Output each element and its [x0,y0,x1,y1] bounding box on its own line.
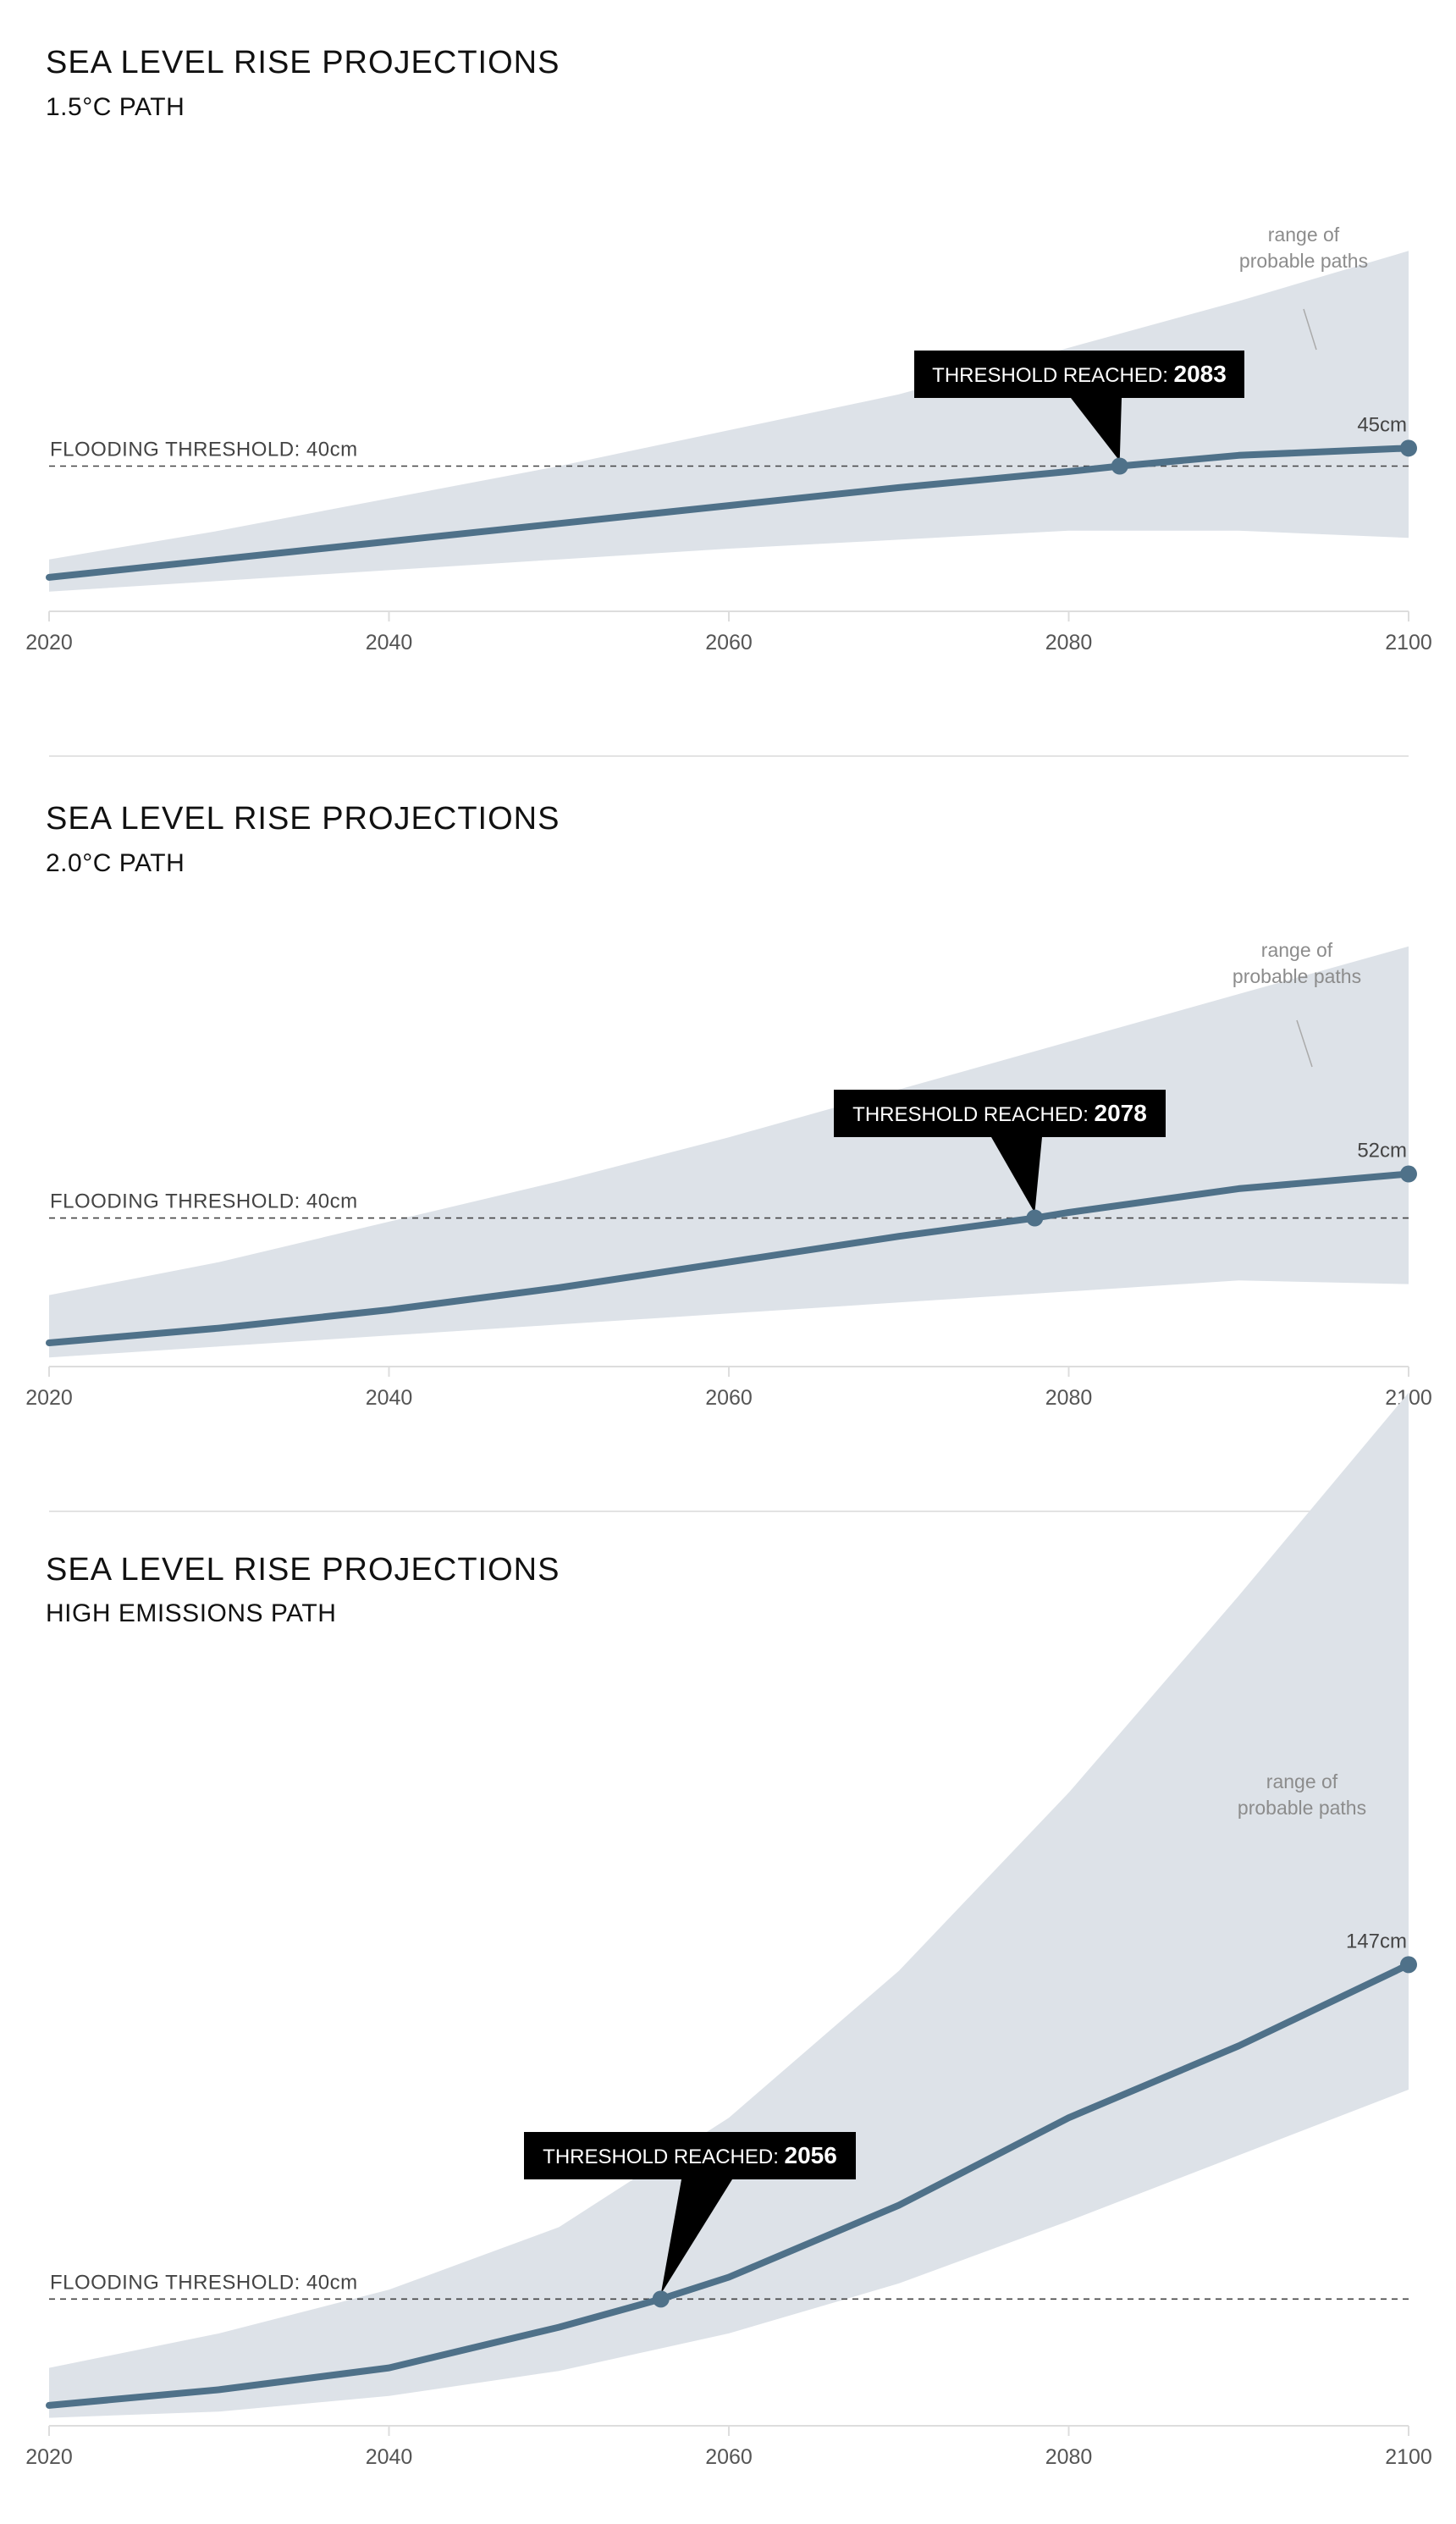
end-value-label: 52cm [1357,1140,1407,1163]
projection-line [46,1961,1412,2409]
probable-range-band [49,251,1409,592]
threshold-reached-prefix: THRESHOLD REACHED: [932,364,1173,387]
x-tick-label: 2080 [1045,1386,1093,1410]
threshold-reached-callout [834,1090,1166,1137]
chart-title: SEA LEVEL RISE PROJECTIONS [46,801,560,837]
projection-line [46,1170,1412,1346]
x-tick-label: 2060 [705,1386,753,1410]
chart-subtitle: 1.5°C PATH [46,93,185,121]
x-tick-label: 2040 [366,2445,413,2469]
range-label-line-1: range of [1268,224,1340,246]
chart-panel-3: SEA LEVEL RISE PROJECTIONS HIGH EMISSIONS… [25,1392,1432,2469]
range-label-leader [1303,308,1317,351]
threshold-reached-callout [914,351,1244,398]
x-tick-label: 2020 [25,2445,73,2469]
range-label-line-2: probable paths [1233,965,1361,987]
end-value-label: 147cm [1346,1930,1407,1952]
threshold-reached-year: 2083 [1174,361,1227,387]
end-point-marker [1400,1956,1417,1974]
callout-pointer [991,1137,1042,1213]
threshold-point-marker [1026,1209,1044,1227]
threshold-reached-text: THRESHOLD REACHED: 2083 [932,361,1227,387]
threshold-reached-year: 2078 [1095,1100,1147,1126]
x-tick-label: 2020 [25,1386,73,1410]
x-tick-label: 2020 [25,631,73,654]
x-tick-label: 2040 [366,1386,413,1410]
end-value-label: 45cm [1357,413,1407,436]
x-tick-label: 2080 [1045,631,1093,654]
x-tick-label: 2060 [705,631,753,654]
probable-range-band [49,1392,1409,2418]
x-tick-label: 2040 [366,631,413,654]
range-label-line-1: range of [1266,1770,1338,1792]
threshold-reached-text: THRESHOLD REACHED: 2078 [852,1100,1147,1126]
range-label-line-2: probable paths [1238,1797,1366,1819]
threshold-point-marker [652,2290,670,2308]
chart-subtitle: HIGH EMISSIONS PATH [46,1599,336,1627]
flooding-threshold-label: FLOODING THRESHOLD: 40cm [50,439,358,461]
range-label-leader [1296,1019,1313,1068]
threshold-reached-text: THRESHOLD REACHED: 2056 [543,2142,837,2168]
range-label-line-1: range of [1261,939,1333,961]
end-point-marker [1400,1165,1417,1183]
chart-subtitle: 2.0°C PATH [46,849,185,877]
x-tick-label: 2100 [1385,2445,1432,2469]
x-tick-label: 2060 [705,2445,753,2469]
callout-pointer [1071,398,1122,461]
chart-panel-1: SEA LEVEL RISE PROJECTIONS 1.5°C PATH 2020… [25,45,1432,654]
threshold-reached-prefix: THRESHOLD REACHED: [852,1103,1094,1126]
callout-pointer [660,2179,732,2295]
threshold-reached-callout [524,2132,856,2179]
chart-title: SEA LEVEL RISE PROJECTIONS [46,1552,560,1588]
end-point-marker [1400,439,1417,457]
projection-line [46,445,1412,581]
threshold-point-marker [1111,457,1128,475]
threshold-reached-prefix: THRESHOLD REACHED: [543,2146,784,2168]
flooding-threshold-label: FLOODING THRESHOLD: 40cm [50,1190,358,1213]
flooding-threshold-label: FLOODING THRESHOLD: 40cm [50,2271,358,2294]
x-tick-label: 2080 [1045,2445,1093,2469]
chart-title: SEA LEVEL RISE PROJECTIONS [46,45,560,80]
threshold-reached-year: 2056 [785,2142,837,2168]
x-tick-label: 2100 [1385,631,1432,654]
range-label-line-2: probable paths [1239,250,1368,272]
probable-range-band [49,946,1409,1358]
chart-panel-2: SEA LEVEL RISE PROJECTIONS 2.0°C PATH 2020… [25,755,1432,1410]
